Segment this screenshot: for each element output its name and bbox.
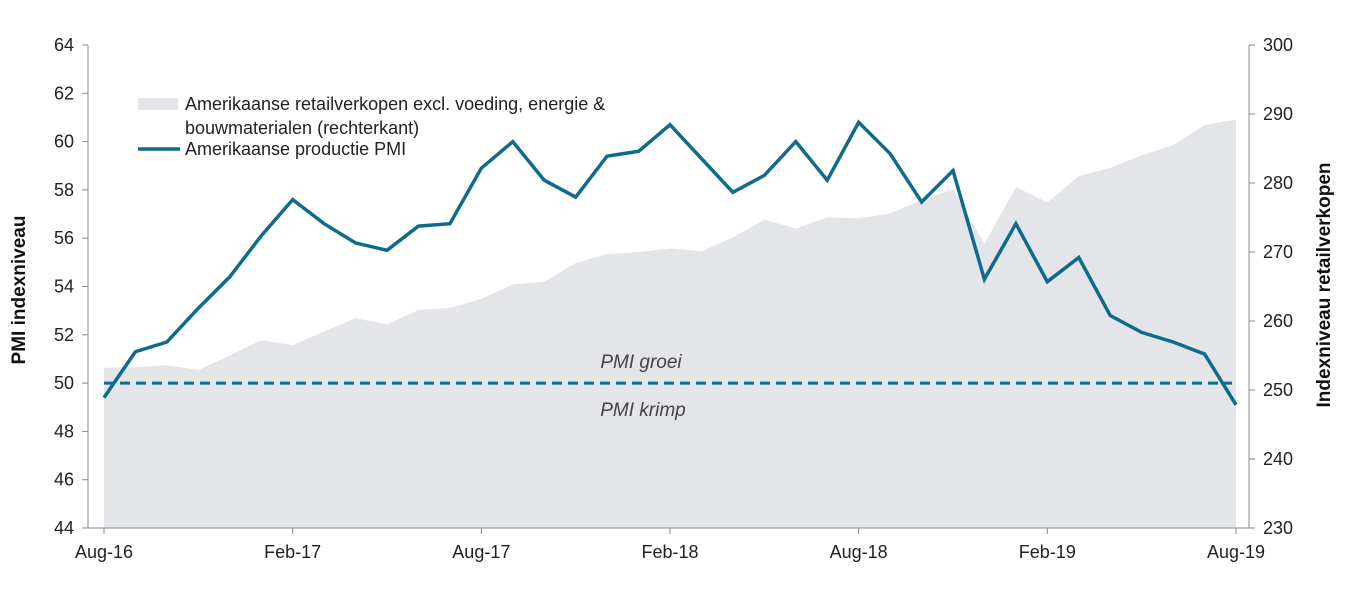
right-tick-label: 230	[1263, 518, 1293, 538]
left-tick-label: 46	[54, 470, 74, 490]
x-tick-label: Feb-19	[1019, 542, 1076, 562]
right-tick-label: 280	[1263, 173, 1293, 193]
left-tick-label: 48	[54, 421, 74, 441]
legend-area-label-line1: Amerikaanse retailverkopen excl. voeding…	[185, 94, 605, 114]
left-tick-label: 62	[54, 83, 74, 103]
left-tick-label: 56	[54, 228, 74, 248]
pmi-line	[102, 119, 1238, 406]
left-tick-label: 52	[54, 325, 74, 345]
right-axis-title: Indexniveau retailverkopen	[1314, 163, 1335, 408]
x-tick-label: Aug-16	[75, 542, 133, 562]
area-layer	[104, 119, 1236, 528]
annotation-pmi-groei: PMI groei	[600, 352, 682, 373]
legend-area-swatch	[138, 98, 178, 110]
x-tick-label: Feb-17	[264, 542, 321, 562]
right-tick-label: 290	[1263, 104, 1293, 124]
left-tick-label: 54	[54, 277, 74, 297]
left-axis-title: PMI indexniveau	[9, 216, 30, 365]
left-tick-label: 58	[54, 180, 74, 200]
right-tick-label: 270	[1263, 242, 1293, 262]
x-tick-label: Aug-17	[452, 542, 510, 562]
x-tick-label: Feb-18	[641, 542, 698, 562]
annotation-pmi-krimp: PMI krimp	[600, 400, 686, 421]
right-tick-label: 300	[1263, 35, 1293, 55]
retail-sales-area	[104, 119, 1236, 528]
left-tick-label: 64	[54, 35, 74, 55]
legend-area-label-line2: bouwmaterialen (rechterkant)	[185, 118, 419, 138]
left-tick-label: 44	[54, 518, 74, 538]
left-tick-label: 50	[54, 373, 74, 393]
ticks-layer: 44 46 48 50 52 54 56 58 60 62 64 230 240 250 260 270 280…	[54, 35, 1293, 562]
line-layer	[102, 119, 1238, 406]
left-tick-label: 60	[54, 132, 74, 152]
legend: Amerikaanse retailverkopen excl. voeding…	[138, 94, 605, 159]
x-tick-label: Aug-19	[1207, 542, 1265, 562]
x-tick-label: Aug-18	[830, 542, 888, 562]
right-tick-label: 260	[1263, 311, 1293, 331]
right-tick-label: 250	[1263, 380, 1293, 400]
right-tick-label: 240	[1263, 449, 1293, 469]
legend-line-label: Amerikaanse productie PMI	[185, 139, 406, 159]
